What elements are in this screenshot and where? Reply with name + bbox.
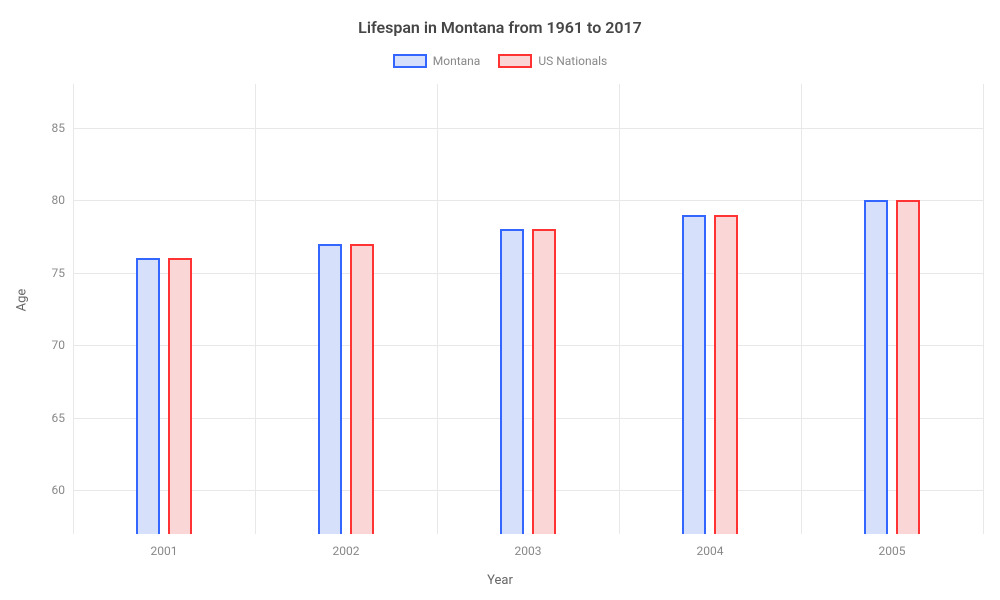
x-tick-label: 2005 — [879, 544, 906, 558]
y-axis-label: Age — [15, 289, 30, 312]
x-tick-label: 2004 — [697, 544, 724, 558]
y-tick-label: 80 — [52, 193, 66, 207]
x-tick-labels: 20012002200320042005 — [73, 84, 983, 534]
legend-swatch-0 — [393, 54, 427, 68]
y-tick-label: 75 — [52, 266, 66, 280]
plot-area: 606570758085 20012002200320042005 — [73, 84, 983, 534]
legend: Montana US Nationals — [0, 54, 1000, 68]
legend-swatch-1 — [498, 54, 532, 68]
y-tick-label: 65 — [52, 411, 66, 425]
legend-label-1: US Nationals — [538, 54, 607, 68]
x-tick-label: 2003 — [515, 544, 542, 558]
y-tick-label: 85 — [52, 121, 66, 135]
legend-item-1[interactable]: US Nationals — [498, 54, 607, 68]
chart-container: Lifespan in Montana from 1961 to 2017 Mo… — [0, 0, 1000, 600]
x-axis-label: Year — [0, 573, 1000, 588]
y-tick-label: 60 — [52, 483, 66, 497]
legend-label-0: Montana — [433, 54, 481, 68]
x-gridline — [983, 84, 984, 534]
x-tick-label: 2001 — [151, 544, 178, 558]
y-tick-label: 70 — [52, 338, 66, 352]
legend-item-0[interactable]: Montana — [393, 54, 481, 68]
chart-title: Lifespan in Montana from 1961 to 2017 — [0, 18, 1000, 37]
x-tick-label: 2002 — [333, 544, 360, 558]
